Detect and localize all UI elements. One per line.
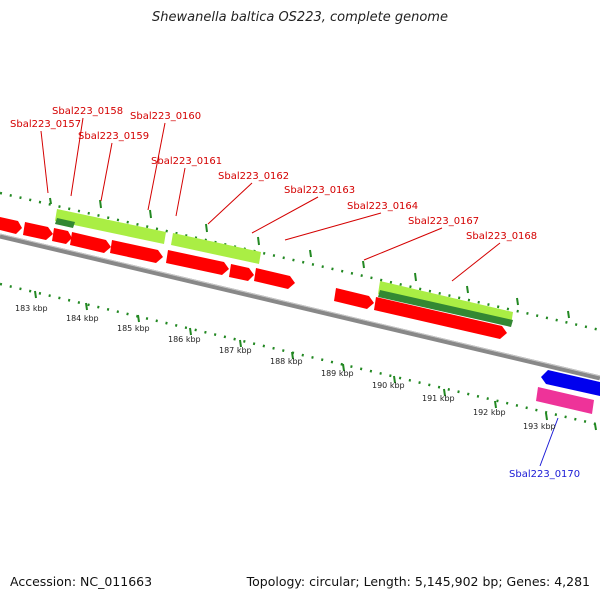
cds-arrow[interactable] bbox=[70, 232, 111, 253]
kbp-label: 187 kbp bbox=[219, 346, 252, 355]
gene-label[interactable]: Sbal223_0157 bbox=[10, 119, 81, 130]
gene-feature[interactable] bbox=[55, 218, 75, 228]
kbp-label: 183 kbp bbox=[15, 304, 48, 313]
gene-label[interactable]: Sbal223_0163 bbox=[284, 185, 355, 196]
gene-label[interactable]: Sbal223_0161 bbox=[151, 156, 222, 167]
cds-arrow[interactable] bbox=[229, 264, 254, 281]
cds-arrow[interactable] bbox=[110, 240, 163, 263]
cds-features bbox=[0, 217, 507, 339]
reverse-gene-feature[interactable] bbox=[536, 387, 594, 414]
cds-arrow[interactable] bbox=[374, 297, 507, 339]
kbp-label: 185 kbp bbox=[117, 324, 150, 333]
gene-label[interactable]: Sbal223_0168 bbox=[466, 231, 537, 242]
gene-label-group: Sbal223_0157 Sbal223_0158 Sbal223_0159 S… bbox=[10, 106, 580, 480]
cds-arrow[interactable] bbox=[334, 288, 374, 309]
cds-arrow[interactable] bbox=[254, 268, 295, 289]
lower-major-ticks bbox=[34, 290, 597, 431]
genome-backbone bbox=[0, 233, 600, 381]
gene-features bbox=[55, 209, 513, 327]
kbp-label: 189 kbp bbox=[321, 369, 354, 378]
kbp-label: 191 kbp bbox=[422, 394, 455, 403]
gene-label[interactable]: Sbal223_0162 bbox=[218, 171, 289, 182]
gene-feature[interactable] bbox=[378, 290, 513, 327]
gene-label[interactable]: Sbal223_0159 bbox=[78, 131, 149, 142]
gene-label[interactable]: Sbal223_0167 bbox=[408, 216, 479, 227]
label-leaders bbox=[40, 117, 559, 467]
kbp-label: 186 kbp bbox=[168, 335, 201, 344]
kbp-label: 192 kbp bbox=[473, 408, 506, 417]
kbp-label-group: 183 kbp 184 kbp 185 kbp 186 kbp 187 kbp … bbox=[15, 304, 556, 431]
kbp-label: 188 kbp bbox=[270, 357, 303, 366]
kbp-label: 193 kbp bbox=[523, 422, 556, 431]
cds-arrow[interactable] bbox=[0, 217, 22, 234]
kbp-label: 184 kbp bbox=[66, 314, 99, 323]
gene-feature[interactable] bbox=[55, 209, 166, 244]
accession-text: Accession: NC_011663 bbox=[10, 574, 153, 589]
kbp-label: 190 kbp bbox=[372, 381, 405, 390]
gene-label[interactable]: Sbal223_0160 bbox=[130, 111, 201, 122]
cds-arrow[interactable] bbox=[52, 228, 72, 244]
reverse-features bbox=[536, 370, 600, 414]
cds-arrow[interactable] bbox=[23, 222, 53, 240]
genome-summary-text: Topology: circular; Length: 5,145,902 bp… bbox=[246, 574, 590, 589]
gene-label[interactable]: Sbal223_0164 bbox=[347, 201, 418, 212]
gene-label[interactable]: Sbal223_0170 bbox=[509, 469, 580, 480]
gene-label[interactable]: Sbal223_0158 bbox=[52, 106, 123, 117]
reverse-cds-arrow[interactable] bbox=[541, 370, 600, 396]
gene-feature[interactable] bbox=[171, 233, 261, 264]
upper-major-ticks bbox=[49, 197, 570, 319]
cds-arrow[interactable] bbox=[166, 250, 229, 275]
map-title: Shewanella baltica OS223, complete genom… bbox=[152, 10, 448, 25]
